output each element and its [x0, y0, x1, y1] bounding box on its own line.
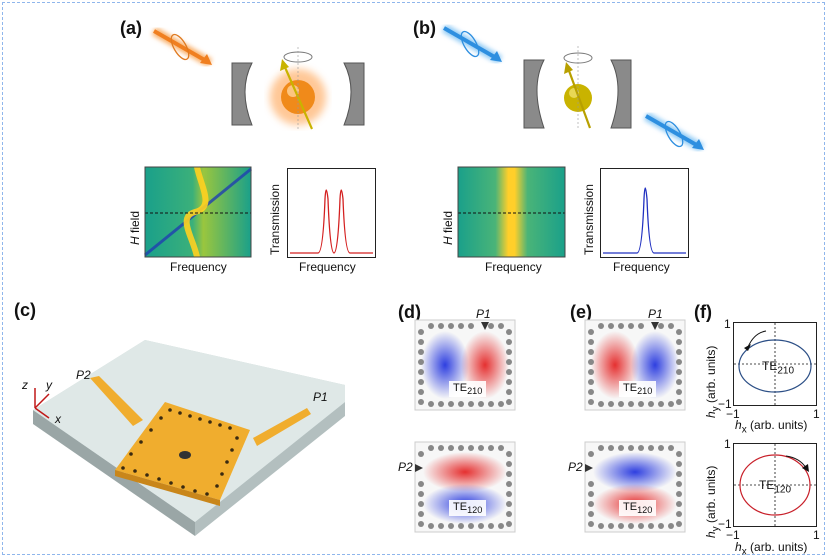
heatmap-a [144, 166, 252, 258]
mode-map-d-bottom [414, 441, 516, 533]
axis-z-label: z [22, 378, 28, 392]
polar-bottom-mode-label: TE120 [759, 478, 792, 496]
panel-a-label: (a) [120, 18, 142, 38]
polar-top-xlabel: hx (arb. units) [735, 418, 808, 436]
device-illustration [33, 340, 345, 536]
mode-map-e-bottom [584, 441, 686, 533]
panel-c-label: (c) [14, 300, 36, 320]
polar-bottom-xlabel: hx (arb. units) [735, 540, 808, 558]
heatmap-a-ylabel: H field [128, 210, 142, 245]
e-bottom-port-label: P2 [568, 460, 583, 474]
panel-b-label: (b) [413, 18, 436, 38]
via-dots [418, 323, 512, 407]
d-top-port-label: P1 [476, 307, 491, 321]
cavity-a-icon [231, 47, 365, 130]
polar-top-ylabel: hy (arb. units) [704, 345, 722, 418]
e-top-port-label: P1 [648, 307, 663, 321]
panel-f-label: (f) [694, 302, 712, 322]
polar-bottom-xtick-right: 1 [813, 528, 820, 542]
panel-e-label: (e) [570, 302, 592, 322]
polar-plot-bottom [733, 443, 817, 527]
axis-x-label: x [55, 412, 61, 426]
cavity-b-icon [523, 46, 632, 129]
polar-plot-top [733, 322, 817, 406]
heatmap-a-xlabel: Frequency [170, 260, 227, 274]
transmission-a-plot [287, 168, 376, 258]
blue-polarized-arrow-in-icon [441, 24, 503, 64]
d-top-mode-label: TE210 [449, 381, 487, 398]
e-top-mode-label: TE210 [619, 381, 657, 398]
transmission-b-xlabel: Frequency [613, 260, 670, 274]
heatmap-b [457, 166, 566, 258]
transmission-b-plot [600, 168, 689, 258]
d-bottom-port-label: P2 [398, 460, 413, 474]
polar-top-xtick-left: −1 [726, 407, 740, 421]
heatmap-b-xlabel: Frequency [485, 260, 542, 274]
blue-polarized-arrow-out-icon [643, 112, 705, 152]
polar-top-ytick-bottom: −1 [718, 397, 732, 411]
panel-d-label: (d) [398, 302, 421, 322]
orange-polarized-arrow-icon [151, 27, 213, 67]
transmission-b-ylabel: Transmission [582, 184, 596, 255]
polar-top-xtick-right: 1 [813, 407, 820, 421]
polar-top-ytick-top: 1 [724, 317, 731, 331]
port-p1-label: P1 [313, 390, 328, 404]
transmission-a-xlabel: Frequency [299, 260, 356, 274]
polar-top-mode-label: TE210 [762, 359, 795, 377]
polar-bottom-ytick-top: 1 [724, 437, 731, 451]
axis-y-label: y [46, 378, 52, 392]
heatmap-b-ylabel: H field [441, 210, 455, 245]
port-p2-label: P2 [76, 368, 91, 382]
e-bottom-mode-label: TE120 [619, 500, 657, 517]
polar-bottom-ylabel: hy (arb. units) [704, 465, 722, 538]
transmission-a-ylabel: Transmission [268, 184, 282, 255]
polar-bottom-xtick-left: −1 [726, 528, 740, 542]
d-bottom-mode-label: TE120 [449, 500, 487, 517]
polar-bottom-ytick-bottom: −1 [718, 517, 732, 531]
